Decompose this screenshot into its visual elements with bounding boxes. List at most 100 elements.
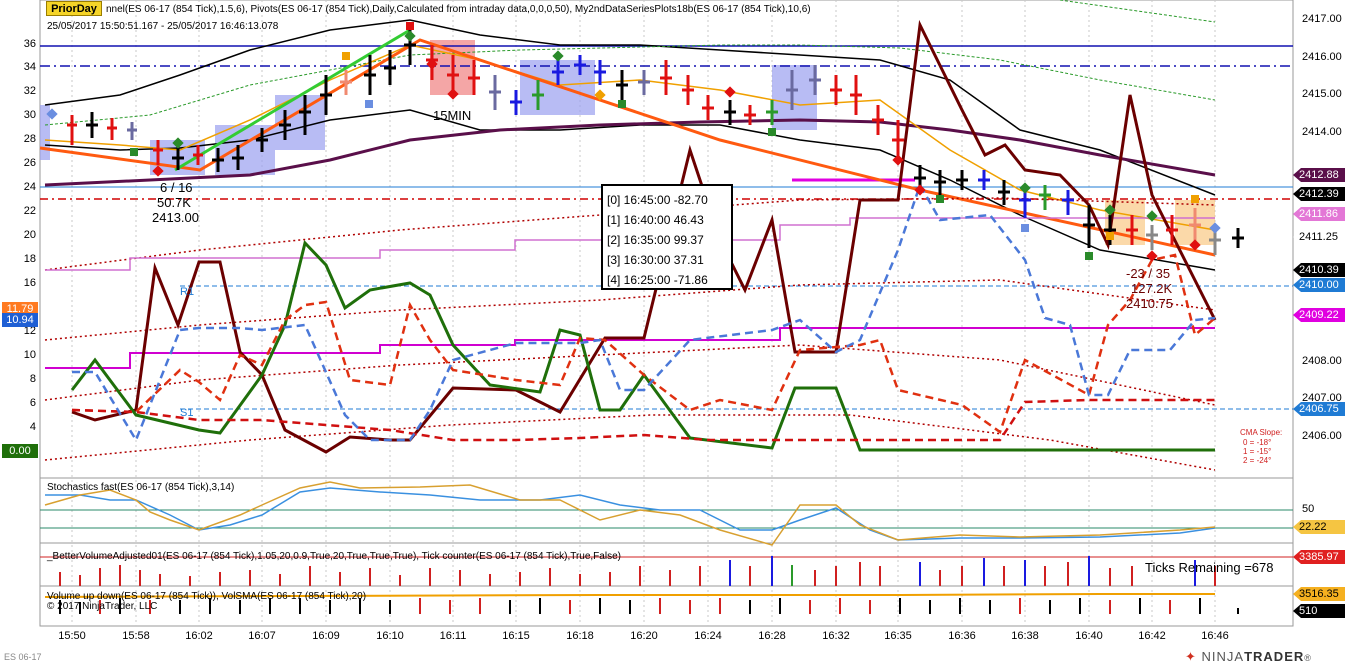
- left-axis-label: 28: [23, 133, 36, 145]
- time-axis-label: 16:46: [1201, 630, 1229, 642]
- cma-slope-1: 1 = -15°: [1243, 447, 1272, 456]
- left-axis-label: 22: [23, 205, 36, 217]
- volume-panel-frame: [39, 542, 1294, 587]
- stochastics-title: Stochastics fast(ES 06-17 (854 Tick),3,1…: [47, 482, 235, 493]
- left-delta-label: 6 / 16: [160, 180, 193, 195]
- time-axis-label: 16:15: [502, 630, 530, 642]
- brand-mark: ®: [1304, 653, 1312, 663]
- red-channels: [44, 197, 1216, 471]
- red-dash-osc: [71, 398, 1215, 442]
- right-price-label: 2410.75: [1126, 296, 1173, 311]
- pink-pivot-steps: [45, 217, 1215, 271]
- updown-badge: 510: [1293, 604, 1345, 618]
- left-price-label: 2413.00: [152, 210, 199, 225]
- orange-dash-osc: [71, 253, 1216, 434]
- tooltip-row: [1] 16:40:00 46.43: [607, 213, 704, 227]
- signal-squares: [130, 22, 1199, 260]
- logo-mark-icon: ✦: [1185, 649, 1197, 664]
- time-axis-label: 16:28: [758, 630, 786, 642]
- price-badge: 2411.25: [1293, 230, 1345, 244]
- r1-label: R1: [180, 286, 195, 298]
- stoch-badge: 22.22: [1293, 520, 1345, 534]
- green-envelope: [44, 44, 1216, 126]
- right-axis-label: 2406.00: [1302, 430, 1342, 442]
- left-axis-label: 34: [23, 61, 36, 73]
- left-badge-orange: 11.79: [2, 302, 38, 316]
- price-badge: 2406.75: [1293, 402, 1345, 416]
- updown-panel-frame: [39, 585, 1294, 627]
- slow-ma: [44, 118, 1216, 187]
- price-badge: 2412.39: [1293, 187, 1345, 201]
- time-axis-label: 16:36: [948, 630, 976, 642]
- time-axis-label: 16:09: [312, 630, 340, 642]
- left-badge-green: 0.00: [2, 444, 38, 458]
- left-axis-label: 6: [29, 397, 36, 409]
- price-badge: 2412.88: [1293, 168, 1345, 182]
- blue-dash-osc: [72, 181, 1216, 443]
- time-axis-label: 16:35: [884, 630, 912, 642]
- stoch-level-label: 50: [1302, 503, 1315, 515]
- trend-line-down: [39, 38, 1216, 257]
- right-axis-label: 2407.00: [1302, 392, 1342, 404]
- volume-title: _BetterVolumeAdjusted01(ES 06-17 (854 Ti…: [47, 551, 621, 562]
- time-axis-label: 16:24: [694, 630, 722, 642]
- green-envelope-top: [1059, 0, 1216, 23]
- instrument-label: ES 06-17: [4, 652, 42, 662]
- left-badge-blue: 10.94: [2, 313, 38, 327]
- cma-slope-title: CMA Slope:: [1240, 428, 1283, 437]
- time-axis-label: 16:02: [185, 630, 213, 642]
- left-axis-label: 36: [23, 38, 36, 50]
- time-axis-label: 16:40: [1075, 630, 1103, 642]
- left-axis-label: 32: [23, 85, 36, 97]
- s1-label: S1: [180, 407, 194, 419]
- lower-band: [44, 109, 1216, 271]
- upper-band: [44, 19, 1216, 196]
- updown-bars: [59, 598, 1239, 614]
- right-volume-label: 127.2K: [1131, 281, 1173, 296]
- volume-badge: 3385.97: [1293, 550, 1345, 564]
- cma-slope-0: 0 = -18°: [1243, 438, 1272, 447]
- stoch-d: [44, 481, 1216, 546]
- trend-line-up: [174, 28, 411, 172]
- prior-day-button[interactable]: PriorDay: [46, 1, 102, 16]
- updown-title: Volume up down(ES 06-17 (854 Tick)), Vol…: [47, 591, 367, 602]
- left-axis-label: 10: [23, 349, 36, 361]
- time-axis-label: 15:58: [122, 630, 150, 642]
- left-axis-label: 12: [23, 325, 36, 337]
- indicators-title: nnel(ES 06-17 (854 Tick),1.5,6), Pivots(…: [106, 4, 811, 15]
- time-axis-label: 16:20: [630, 630, 658, 642]
- fifteen-min-label: 15MIN: [433, 108, 472, 123]
- time-axis-label: 16:18: [566, 630, 594, 642]
- brand-pre: NINJA: [1201, 649, 1245, 664]
- copyright: © 2017 NinjaTrader, LLC: [47, 601, 158, 612]
- left-axis-label: 4: [29, 421, 36, 433]
- price-badge: 2410.39: [1293, 263, 1345, 277]
- right-axis-label: 2408.00: [1302, 355, 1342, 367]
- date-range: 25/05/2017 15:50:51.167 - 25/05/2017 16:…: [47, 21, 279, 32]
- time-axis-label: 16:38: [1011, 630, 1039, 642]
- price-badge: 2411.86: [1293, 207, 1345, 221]
- left-axis-label: 8: [29, 373, 36, 385]
- left-axis-label: 16: [23, 277, 36, 289]
- right-axis-label: 2417.00: [1302, 13, 1342, 25]
- left-axis-label: 24: [23, 181, 36, 193]
- data-tooltip: [0] 16:45:00 -82.70 [1] 16:40:00 46.43 […: [601, 184, 733, 290]
- ticks-remaining: Ticks Remaining =678: [1145, 560, 1274, 575]
- left-axis-label: 20: [23, 229, 36, 241]
- right-axis-label: 2415.00: [1302, 88, 1342, 100]
- time-axis-label: 16:42: [1138, 630, 1166, 642]
- left-axis-label: 18: [23, 253, 36, 265]
- tooltip-row: [3] 16:30:00 37.31: [607, 253, 704, 267]
- vertical-grid: [71, 0, 1216, 626]
- left-axis-label: 30: [23, 109, 36, 121]
- stoch-k: [45, 487, 1216, 541]
- magenta-steps: [45, 327, 1215, 369]
- green-osc: [70, 239, 1215, 452]
- time-axis-label: 16:11: [439, 630, 467, 642]
- time-axis-label: 16:32: [822, 630, 850, 642]
- tooltip-row: [4] 16:25:00 -71.86: [607, 273, 708, 287]
- volume-bars: [59, 556, 1216, 586]
- right-axis-label: 2414.00: [1302, 126, 1342, 138]
- volsma-line: [44, 593, 1215, 598]
